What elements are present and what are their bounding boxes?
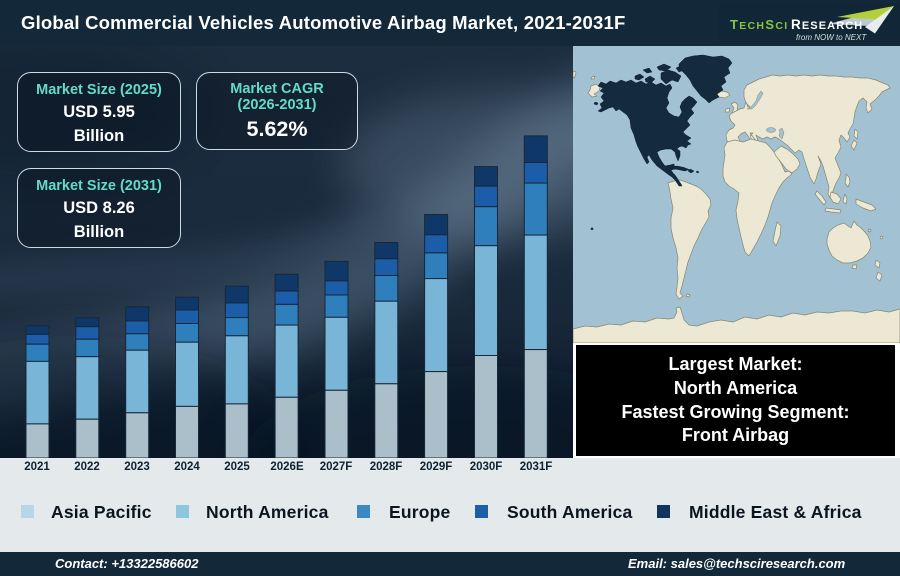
svg-text:RESEARCH: RESEARCH: [791, 17, 863, 32]
svg-text:from NOW to NEXT: from NOW to NEXT: [796, 33, 867, 42]
svg-text:TECHSCI: TECHSCI: [730, 17, 788, 32]
